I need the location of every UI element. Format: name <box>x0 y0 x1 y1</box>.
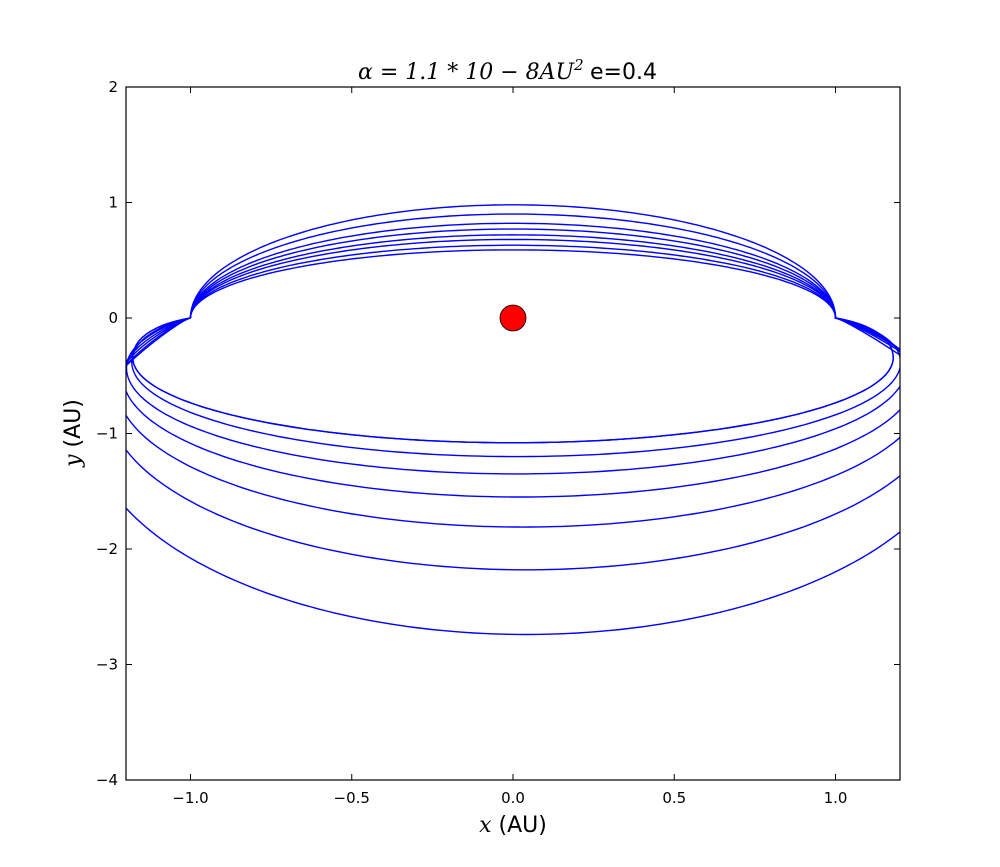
chart-title-eccentricity: e=0.4 <box>590 60 657 85</box>
marker-layer <box>499 304 527 332</box>
y-axis-ticks: −4 −3 −2 −1 0 1 2 <box>96 78 900 789</box>
orbit-line-1 <box>126 204 900 636</box>
y-tick-label: 2 <box>108 78 118 96</box>
sun-marker <box>499 304 527 332</box>
y-axis-label: y (AU) <box>61 399 86 468</box>
plot-frame <box>125 86 901 781</box>
orbit-line-2 <box>126 213 900 571</box>
x-axis-ticks: −1.0 −0.5 0.0 0.5 1.0 <box>172 87 847 807</box>
chart-title-superscript: 2 <box>573 56 584 74</box>
orbit-line-3 <box>126 222 900 528</box>
x-tick-label: −1.0 <box>172 789 208 807</box>
orbit-line-4 <box>126 228 900 498</box>
y-tick-label: −3 <box>96 656 118 674</box>
x-tick-label: −0.5 <box>334 789 370 807</box>
x-tick-label: 0.0 <box>501 789 525 807</box>
chart-title-math: α = 1.1 * 10 − 8AU <box>358 60 576 85</box>
svg-text:α = 1.1 * 10 − 8AU2: α = 1.1 * 10 − 8AU2 <box>358 56 584 85</box>
orbit-line-7 <box>132 244 894 444</box>
x-tick-label: 1.0 <box>824 789 848 807</box>
y-tick-label: −4 <box>96 771 118 789</box>
chart-title: α = 1.1 * 10 − 8AU2 e=0.4 <box>358 56 657 85</box>
orbit-line-8 <box>132 249 894 444</box>
y-tick-label: 1 <box>108 194 118 212</box>
y-tick-label: 0 <box>108 309 118 327</box>
orbit-line-6 <box>131 238 900 458</box>
y-tick-label: −2 <box>96 540 118 558</box>
x-tick-label: 0.5 <box>662 789 686 807</box>
orbit-series-layer <box>126 204 900 636</box>
y-tick-label: −1 <box>96 425 118 443</box>
x-axis-label: x (AU) <box>479 813 547 838</box>
orbit-line-5 <box>126 234 900 475</box>
